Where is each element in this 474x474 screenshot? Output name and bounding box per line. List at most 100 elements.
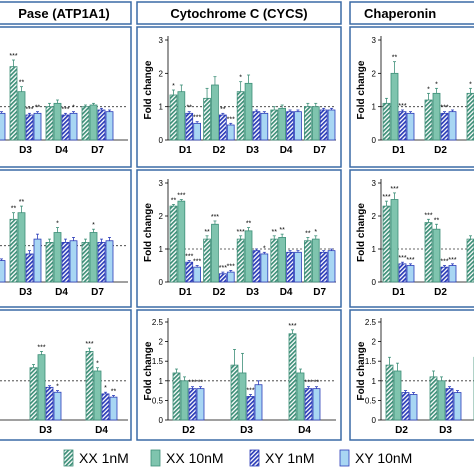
title-box-col2 <box>136 1 342 25</box>
significance-label: *** <box>37 344 45 351</box>
title-col3: Chaperonin <box>364 6 436 21</box>
bar <box>17 91 26 141</box>
bar <box>424 99 433 141</box>
panel-frame <box>0 169 132 308</box>
significance-label: * <box>96 361 99 368</box>
bar <box>406 112 415 141</box>
significance-label: *** <box>85 341 93 348</box>
y-tick-label: 0 <box>372 416 377 425</box>
significance-label: * <box>104 385 107 392</box>
legend-label-xx-10nm: XX 10nM <box>166 450 224 466</box>
y-tick-label: 0 <box>159 136 164 145</box>
significance-label: *** <box>288 323 296 330</box>
bar <box>312 388 321 421</box>
x-tick-label: D7 <box>313 145 326 156</box>
significance-label: *** <box>193 115 201 122</box>
bar <box>0 260 6 283</box>
y-tick-label: 2 <box>372 69 377 78</box>
significance-label: ** <box>187 105 193 112</box>
significance-label: *** <box>304 380 312 387</box>
bar <box>286 251 294 283</box>
bar <box>236 238 245 283</box>
x-tick-label: D3 <box>439 425 452 436</box>
significance-label: * <box>172 83 175 90</box>
bar <box>33 112 42 141</box>
x-tick-label: D3 <box>39 425 52 436</box>
bar <box>252 250 261 283</box>
bar <box>69 240 78 283</box>
bar <box>385 364 394 421</box>
significance-label: *** <box>177 193 185 200</box>
x-tick-label: D1 <box>179 287 192 298</box>
bar <box>453 392 462 421</box>
y-tick-label: 3 <box>159 36 164 45</box>
significance-label: *** <box>188 380 196 387</box>
bar <box>85 350 94 421</box>
bar <box>311 238 320 283</box>
significance-label: *** <box>61 106 69 113</box>
significance-label: *** <box>227 263 235 270</box>
x-tick-label: D4 <box>55 145 68 156</box>
y-tick-label: 2 <box>372 338 377 347</box>
bar <box>29 367 38 421</box>
bar <box>409 394 418 421</box>
significance-label: *** <box>440 259 448 266</box>
y-tick-label: 1 <box>372 245 377 254</box>
bar <box>53 232 62 283</box>
bar <box>177 200 186 283</box>
bar <box>393 370 402 421</box>
bar <box>45 106 54 141</box>
x-tick-label: D1 <box>392 287 405 298</box>
x-tick-label: D2 <box>434 287 447 298</box>
y-axis-label: Fold change <box>143 60 154 119</box>
x-tick-label: D4 <box>55 287 68 298</box>
bar <box>9 66 18 141</box>
significance-label: ** <box>220 106 226 113</box>
significance-label: ** <box>198 380 204 387</box>
bar <box>319 109 328 141</box>
significance-label: * <box>239 75 242 82</box>
bar <box>53 391 62 421</box>
significance-label: *** <box>211 214 219 221</box>
panel-frame <box>136 26 342 168</box>
bar <box>244 230 253 283</box>
significance-label: ** <box>279 227 285 234</box>
significance-label: * <box>427 86 430 93</box>
bar <box>466 238 474 283</box>
significance-label: * <box>72 105 75 112</box>
bar <box>185 261 194 283</box>
legend-label-xx-1nm: XX 1nM <box>79 450 129 466</box>
bar <box>311 106 320 141</box>
y-axis-label: Fold change <box>356 341 367 400</box>
y-tick-label: 1.5 <box>152 357 164 366</box>
x-tick-label: D1 <box>179 145 192 156</box>
bar <box>69 112 78 141</box>
bar <box>218 114 227 141</box>
bar <box>466 92 474 141</box>
y-tick-label: 0 <box>372 278 377 287</box>
significance-label: *** <box>237 229 245 236</box>
bar <box>105 111 114 141</box>
bar <box>185 112 194 141</box>
y-tick-label: 3 <box>372 179 377 188</box>
significance-label: ** <box>392 55 398 62</box>
bar <box>260 112 269 141</box>
legend-swatch-xy-10nm <box>339 449 350 467</box>
bar <box>169 94 178 141</box>
panel-frame <box>349 26 474 168</box>
legend-swatch-xy-1nm <box>249 449 260 467</box>
bar <box>390 199 399 283</box>
bar <box>294 251 302 283</box>
bar <box>236 91 245 141</box>
bar <box>278 107 287 141</box>
significance-label: ** <box>11 206 17 213</box>
y-tick-label: 2 <box>159 338 164 347</box>
bar <box>25 114 34 141</box>
bar <box>246 396 255 421</box>
legend-label-xy-10nm: XY 10nM <box>355 450 412 466</box>
y-tick-label: 0.5 <box>365 396 377 405</box>
bar <box>288 333 297 421</box>
y-tick-label: 1 <box>159 377 164 386</box>
